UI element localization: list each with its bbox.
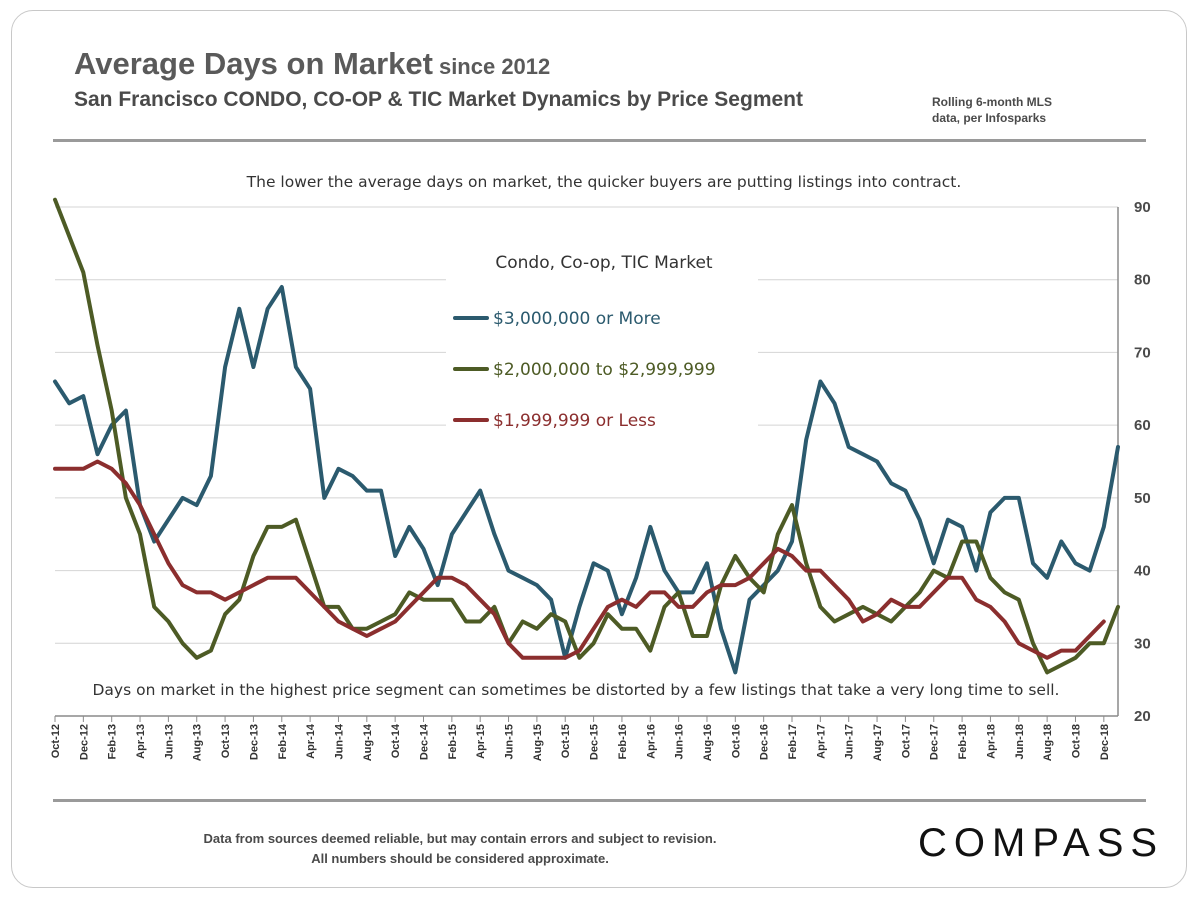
x-tick-label: Feb-18 [957, 724, 969, 759]
footer-line2: All numbers should be considered approxi… [311, 851, 609, 866]
y-tick-label: 90 [1134, 199, 1151, 216]
footer-line1: Data from sources deemed reliable, but m… [203, 831, 717, 846]
legend-label-2: $2,000,000 to $2,999,999 [493, 360, 716, 380]
x-tick-label: Dec-12 [78, 724, 90, 760]
y-tick-label: 60 [1134, 417, 1151, 434]
x-tick-label: Jun-13 [163, 724, 175, 759]
chart-subtitle: San Francisco CONDO, CO-OP & TIC Market … [74, 88, 803, 111]
x-tick-label: Oct-15 [560, 724, 572, 758]
y-axis-ticks: 20 30 40 50 60 70 80 90 [1134, 199, 1151, 725]
x-tick-label: Jun-15 [504, 724, 516, 759]
x-axis-ticks: Oct-12 Dec-12 Feb-13 Apr-13 Jun-13 Aug-13 Oct-… [50, 716, 1111, 761]
x-tick-label: Aug-16 [702, 724, 714, 761]
x-tick-label: Feb-17 [787, 724, 799, 759]
source-note: Rolling 6-month MLS data, per Infosparks [932, 94, 1052, 126]
chart-legend: Condo, Co-op, TIC Market $3,000,000 or M… [453, 253, 716, 431]
card-frame [11, 10, 1187, 888]
x-tick-label: Aug-15 [532, 724, 544, 761]
chart-series [53, 197, 1120, 675]
x-tick-label: Dec-13 [248, 724, 260, 760]
chart-title-suffix: since 2012 [438, 54, 551, 79]
x-tick-label: Aug-18 [1042, 724, 1054, 761]
x-tick-label: Feb-16 [617, 724, 629, 759]
x-tick-label: Aug-13 [192, 724, 204, 761]
y-tick-label: 50 [1134, 490, 1151, 507]
source-note-line1: Rolling 6-month MLS [932, 95, 1052, 109]
chart-title: Average Days on Market [74, 46, 433, 81]
y-tick-label: 20 [1134, 708, 1151, 725]
x-tick-label: Feb-13 [107, 724, 119, 759]
x-tick-label: Feb-15 [447, 724, 459, 759]
series-line-1 [53, 285, 1120, 675]
x-tick-label: Oct-13 [220, 724, 232, 758]
x-tick-label: Jun-16 [674, 724, 686, 759]
chart-axes [55, 207, 1119, 717]
x-tick-label: Apr-18 [985, 724, 997, 759]
y-tick-label: 80 [1134, 272, 1151, 289]
x-tick-label: Dec-18 [1099, 724, 1111, 760]
header-divider [53, 139, 1146, 142]
x-tick-label: Apr-15 [475, 724, 487, 759]
page-title: Average Days on Market since 2012 [74, 46, 550, 82]
x-tick-label: Jun-17 [844, 724, 856, 759]
x-tick-label: Aug-17 [872, 724, 884, 761]
x-tick-label: Jun-18 [1014, 724, 1026, 759]
x-tick-label: Feb-14 [277, 723, 289, 759]
x-tick-label: Apr-13 [135, 724, 147, 759]
x-tick-label: Apr-16 [645, 724, 657, 759]
x-tick-label: Dec-16 [759, 724, 771, 760]
series-line-2 [53, 197, 1120, 675]
legend-label-1: $3,000,000 or More [493, 309, 661, 329]
y-tick-label: 30 [1134, 635, 1151, 652]
x-tick-label: Oct-18 [1070, 724, 1082, 758]
legend-title: Condo, Co-op, TIC Market [495, 253, 713, 273]
x-tick-label: Dec-15 [589, 724, 601, 760]
x-tick-label: Oct-17 [900, 724, 912, 758]
x-tick-label: Jun-14 [333, 723, 345, 759]
chart-annotation-top: The lower the average days on market, th… [246, 173, 962, 191]
x-tick-label: Dec-17 [929, 724, 941, 760]
x-tick-label: Aug-14 [362, 723, 374, 761]
x-tick-label: Oct-12 [50, 724, 62, 758]
x-tick-label: Dec-14 [419, 723, 431, 760]
legend-background [446, 242, 758, 442]
footer-divider [53, 799, 1146, 802]
x-tick-label: Oct-16 [730, 724, 742, 758]
footer-disclaimer: Data from sources deemed reliable, but m… [150, 829, 770, 869]
y-tick-label: 40 [1134, 563, 1151, 580]
series-line-3 [53, 459, 1106, 660]
source-note-line2: data, per Infosparks [932, 111, 1047, 125]
x-tick-label: Apr-17 [815, 724, 827, 759]
x-tick-label: Apr-14 [305, 723, 317, 759]
chart-annotation-bottom: Days on market in the highest price segm… [93, 681, 1060, 699]
x-tick-label: Oct-14 [390, 723, 402, 758]
legend-label-3: $1,999,999 or Less [493, 411, 656, 431]
compass-logo: COMPASS [918, 821, 1165, 865]
y-tick-label: 70 [1134, 344, 1151, 361]
